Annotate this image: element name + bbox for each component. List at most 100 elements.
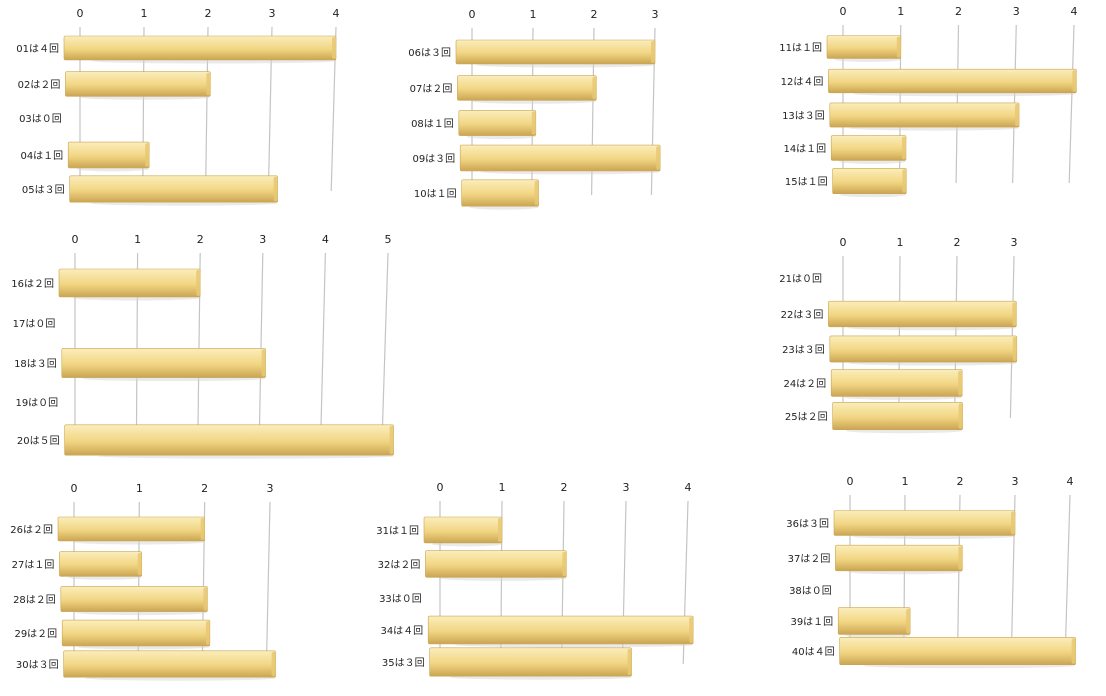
x-tick-label: 3 <box>652 8 659 21</box>
bar-end-cap <box>1011 511 1015 535</box>
bar-end-cap <box>271 651 276 677</box>
category-label: 05は３回 <box>22 184 65 196</box>
bar <box>61 619 211 647</box>
chart-panel-1: 0 1 2 3 4 01は４回 02は２回 03は０回 04は１回 05は３回 <box>16 7 340 206</box>
bar <box>830 135 907 161</box>
x-tick-label: 3 <box>1013 5 1020 18</box>
category-label: 20は５回 <box>17 435 60 447</box>
x-tick-label: 3 <box>1012 475 1019 488</box>
bar-end-cap <box>196 270 201 296</box>
category-label: 14は１回 <box>783 143 826 155</box>
bar <box>458 110 537 136</box>
bar-end-cap <box>206 72 211 96</box>
x-tick-label: 2 <box>201 482 208 495</box>
x-tick-label: 0 <box>72 233 79 246</box>
gridline <box>1064 494 1071 654</box>
gridline <box>258 252 264 443</box>
x-tick-label: 3 <box>1011 236 1018 249</box>
bar <box>60 586 208 612</box>
x-tick-label: 1 <box>141 7 148 20</box>
category-label: 37は２回 <box>788 553 831 565</box>
bar-end-cap <box>1012 336 1017 362</box>
x-tick-label: 1 <box>136 482 143 495</box>
category-label: 29は２回 <box>14 628 57 640</box>
bar <box>835 544 963 572</box>
category-label: 08は１回 <box>411 118 454 130</box>
x-tick-label: 1 <box>897 5 904 18</box>
bar <box>58 268 201 298</box>
category-label: 38は０回 <box>789 585 832 597</box>
x-tick-label: 3 <box>269 7 276 20</box>
category-label: 09は３回 <box>412 153 455 165</box>
category-label: 10は１回 <box>414 188 457 200</box>
bar <box>457 75 597 101</box>
bar-end-cap <box>203 587 208 611</box>
x-tick-label: 0 <box>77 7 84 20</box>
bar-end-cap <box>389 425 394 455</box>
x-tick-label: 3 <box>623 481 630 494</box>
x-tick-label: 5 <box>385 233 392 246</box>
bar-end-cap <box>498 518 502 542</box>
category-label: 21は０回 <box>779 273 822 285</box>
x-tick-label: 1 <box>897 236 904 249</box>
bar-end-cap <box>562 551 567 577</box>
category-label: 23は３回 <box>782 344 825 356</box>
x-tick-label: 2 <box>955 5 962 18</box>
bar <box>67 141 150 169</box>
chart-panel-6: 0 1 2 3 26は２回 27は１回 28は２回 29は２回 30は３回 <box>10 482 276 681</box>
x-tick-label: 4 <box>685 481 692 494</box>
x-tick-label: 0 <box>469 8 476 21</box>
x-tick-label: 1 <box>902 475 909 488</box>
category-label: 11は１回 <box>779 42 822 54</box>
x-tick-label: 4 <box>322 233 329 246</box>
category-label: 15は１回 <box>785 176 828 188</box>
bar-end-cap <box>627 648 632 676</box>
bar <box>828 300 1017 328</box>
bar <box>65 71 211 97</box>
category-label: 03は０回 <box>19 113 62 125</box>
category-label: 40は４回 <box>792 646 835 658</box>
category-label: 12は４回 <box>781 76 824 88</box>
category-label: 02は２回 <box>18 79 61 91</box>
x-tick-label: 0 <box>71 482 78 495</box>
bar-end-cap <box>200 518 205 540</box>
bar <box>423 516 503 544</box>
x-tick-label: 2 <box>197 233 204 246</box>
x-tick-label: 1 <box>530 8 537 21</box>
bar-end-cap <box>531 111 536 135</box>
x-tick-label: 0 <box>840 5 847 18</box>
bar-end-cap <box>958 403 963 429</box>
bar-end-cap <box>261 349 266 377</box>
x-tick-label: 2 <box>591 8 598 21</box>
x-tick-label: 1 <box>134 233 141 246</box>
bar <box>61 348 266 378</box>
bar <box>459 144 661 172</box>
category-label: 35は３回 <box>382 657 425 669</box>
bar-end-cap <box>901 136 906 160</box>
category-label: 07は２回 <box>410 83 453 95</box>
x-tick-label: 4 <box>1067 475 1074 488</box>
category-label: 24は２回 <box>783 378 826 390</box>
category-label: 39は１回 <box>790 616 833 628</box>
x-tick-label: 0 <box>840 236 847 249</box>
gridline <box>1068 24 1075 184</box>
bar-end-cap <box>534 180 539 206</box>
bar-end-cap <box>1072 70 1077 92</box>
bar-end-cap <box>592 76 597 100</box>
category-label: 19は０回 <box>15 397 58 409</box>
bar-end-cap <box>896 36 901 58</box>
chart-panel-2: 0 1 2 3 06は３回 07は２回 08は１回 09は３回 10は１回 <box>408 8 661 210</box>
bar <box>833 510 1016 536</box>
category-label: 01は４回 <box>16 43 59 55</box>
bar <box>837 607 911 635</box>
bar <box>829 335 1018 363</box>
category-label: 36は３回 <box>786 518 829 530</box>
bar <box>63 35 337 61</box>
bar-end-cap <box>332 37 336 59</box>
x-tick-label: 2 <box>205 7 212 20</box>
x-tick-label: 3 <box>259 233 266 246</box>
bar <box>461 179 539 207</box>
bar <box>832 168 907 195</box>
chart-panel-8: 0 1 2 3 4 36は３回 37は２回 38は０回 39は１回 40は４回 <box>786 475 1076 669</box>
